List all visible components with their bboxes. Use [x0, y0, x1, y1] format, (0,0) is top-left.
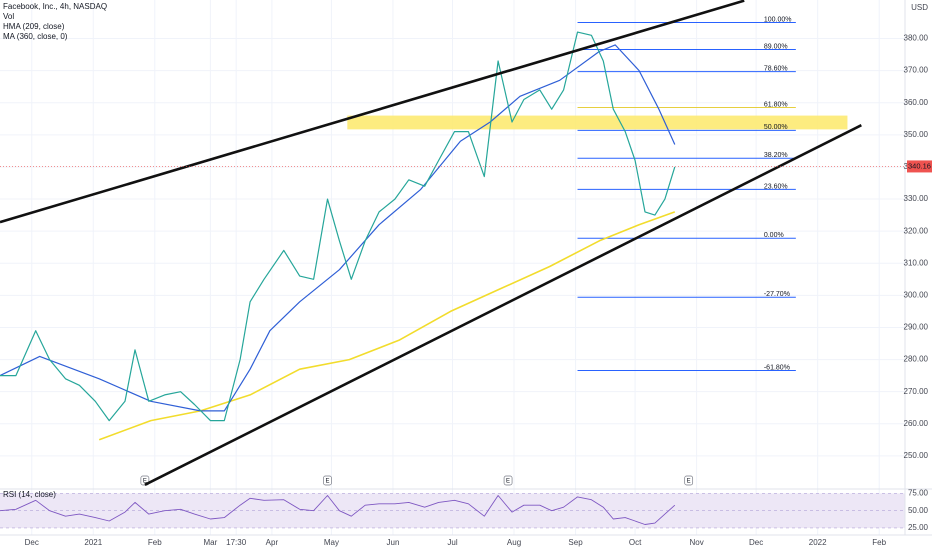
price-line: [0, 31, 676, 422]
trend-line: [0, 0, 745, 224]
x-tick-label: May: [324, 538, 339, 547]
fib-label: 61.80%: [764, 101, 788, 108]
earnings-marker: [323, 475, 332, 486]
x-tick-label: Feb: [148, 538, 162, 547]
x-tick-label: Nov: [689, 538, 703, 547]
x-tick-label: 2022: [809, 538, 827, 547]
x-tick-label: Aug: [507, 538, 521, 547]
y-tick-label: 250.00: [904, 451, 929, 460]
y-tick-label: 260.00: [904, 419, 929, 428]
x-tick-label: Dec: [749, 538, 763, 547]
x-tick-label: Sep: [568, 538, 583, 547]
hma-line: [0, 44, 676, 412]
rsi-title: RSI (14, close): [3, 490, 56, 499]
volume-label: Vol: [3, 12, 14, 21]
fib-label: 38.20%: [764, 152, 788, 159]
y-tick-label: 370.00: [904, 66, 929, 75]
chart-title: Facebook, Inc., 4h, NASDAQ: [3, 2, 107, 11]
legend-hma: HMA (209, close): [3, 22, 65, 31]
y-tick-label: 350.00: [904, 130, 929, 139]
earnings-label: E: [687, 479, 691, 485]
x-tick-label: 2021: [84, 538, 102, 547]
x-tick-label: Feb: [872, 538, 886, 547]
x-tick-label: Mar: [203, 538, 217, 547]
y-tick-label: 310.00: [904, 258, 929, 267]
fib-label: 100.00%: [764, 16, 792, 23]
y-tick-label: 320.00: [904, 226, 929, 235]
fib-label: -27.70%: [764, 291, 790, 298]
rsi-line: [0, 495, 676, 525]
fib-label: 89.00%: [764, 43, 788, 50]
x-tick-label: Jun: [387, 538, 400, 547]
plot-layer: [0, 0, 905, 525]
x-tick-label: Dec: [25, 538, 39, 547]
earnings-label: E: [143, 479, 147, 485]
x-tick-label: Oct: [629, 538, 642, 547]
y-tick-label: 300.00: [904, 290, 929, 299]
y-tick-label: 380.00: [904, 34, 929, 43]
fib-label: -61.80%: [764, 364, 790, 371]
x-tick-label: 17:30: [226, 538, 247, 547]
y-tick-label: 330.00: [904, 194, 929, 203]
fib-label: 78.60%: [764, 65, 788, 72]
fib-label: 50.00%: [764, 124, 788, 131]
last-price-box: [907, 160, 932, 173]
y-tick-label: 270.00: [904, 387, 929, 396]
earnings-marker: [684, 475, 694, 486]
x-tick-label: Jul: [447, 538, 457, 547]
last-price-label: 340.16: [908, 161, 931, 170]
fib-label: 0.00%: [764, 232, 784, 239]
y-tick-label: 280.00: [904, 355, 929, 364]
trend-line: [144, 124, 862, 486]
earnings-label: E: [325, 479, 329, 485]
rsi-tick-label: 50.00: [908, 506, 929, 515]
earnings-marker: [503, 475, 513, 486]
currency: USD: [911, 3, 928, 12]
legend-ma: MA (360, close, 0): [3, 32, 68, 41]
rsi-tick-label: 25.00: [908, 523, 929, 532]
y-tick-label: 360.00: [904, 98, 929, 107]
y-tick-label: 290.00: [904, 323, 929, 332]
rsi-tick-label: 75.00: [908, 489, 929, 498]
supply-zone: [347, 115, 848, 130]
price-axis-bg: [905, 0, 932, 535]
axis-layer: [0, 0, 932, 536]
fib-label: 23.60%: [764, 183, 788, 190]
x-tick-label: Apr: [266, 538, 279, 547]
earnings-label: E: [506, 479, 510, 485]
